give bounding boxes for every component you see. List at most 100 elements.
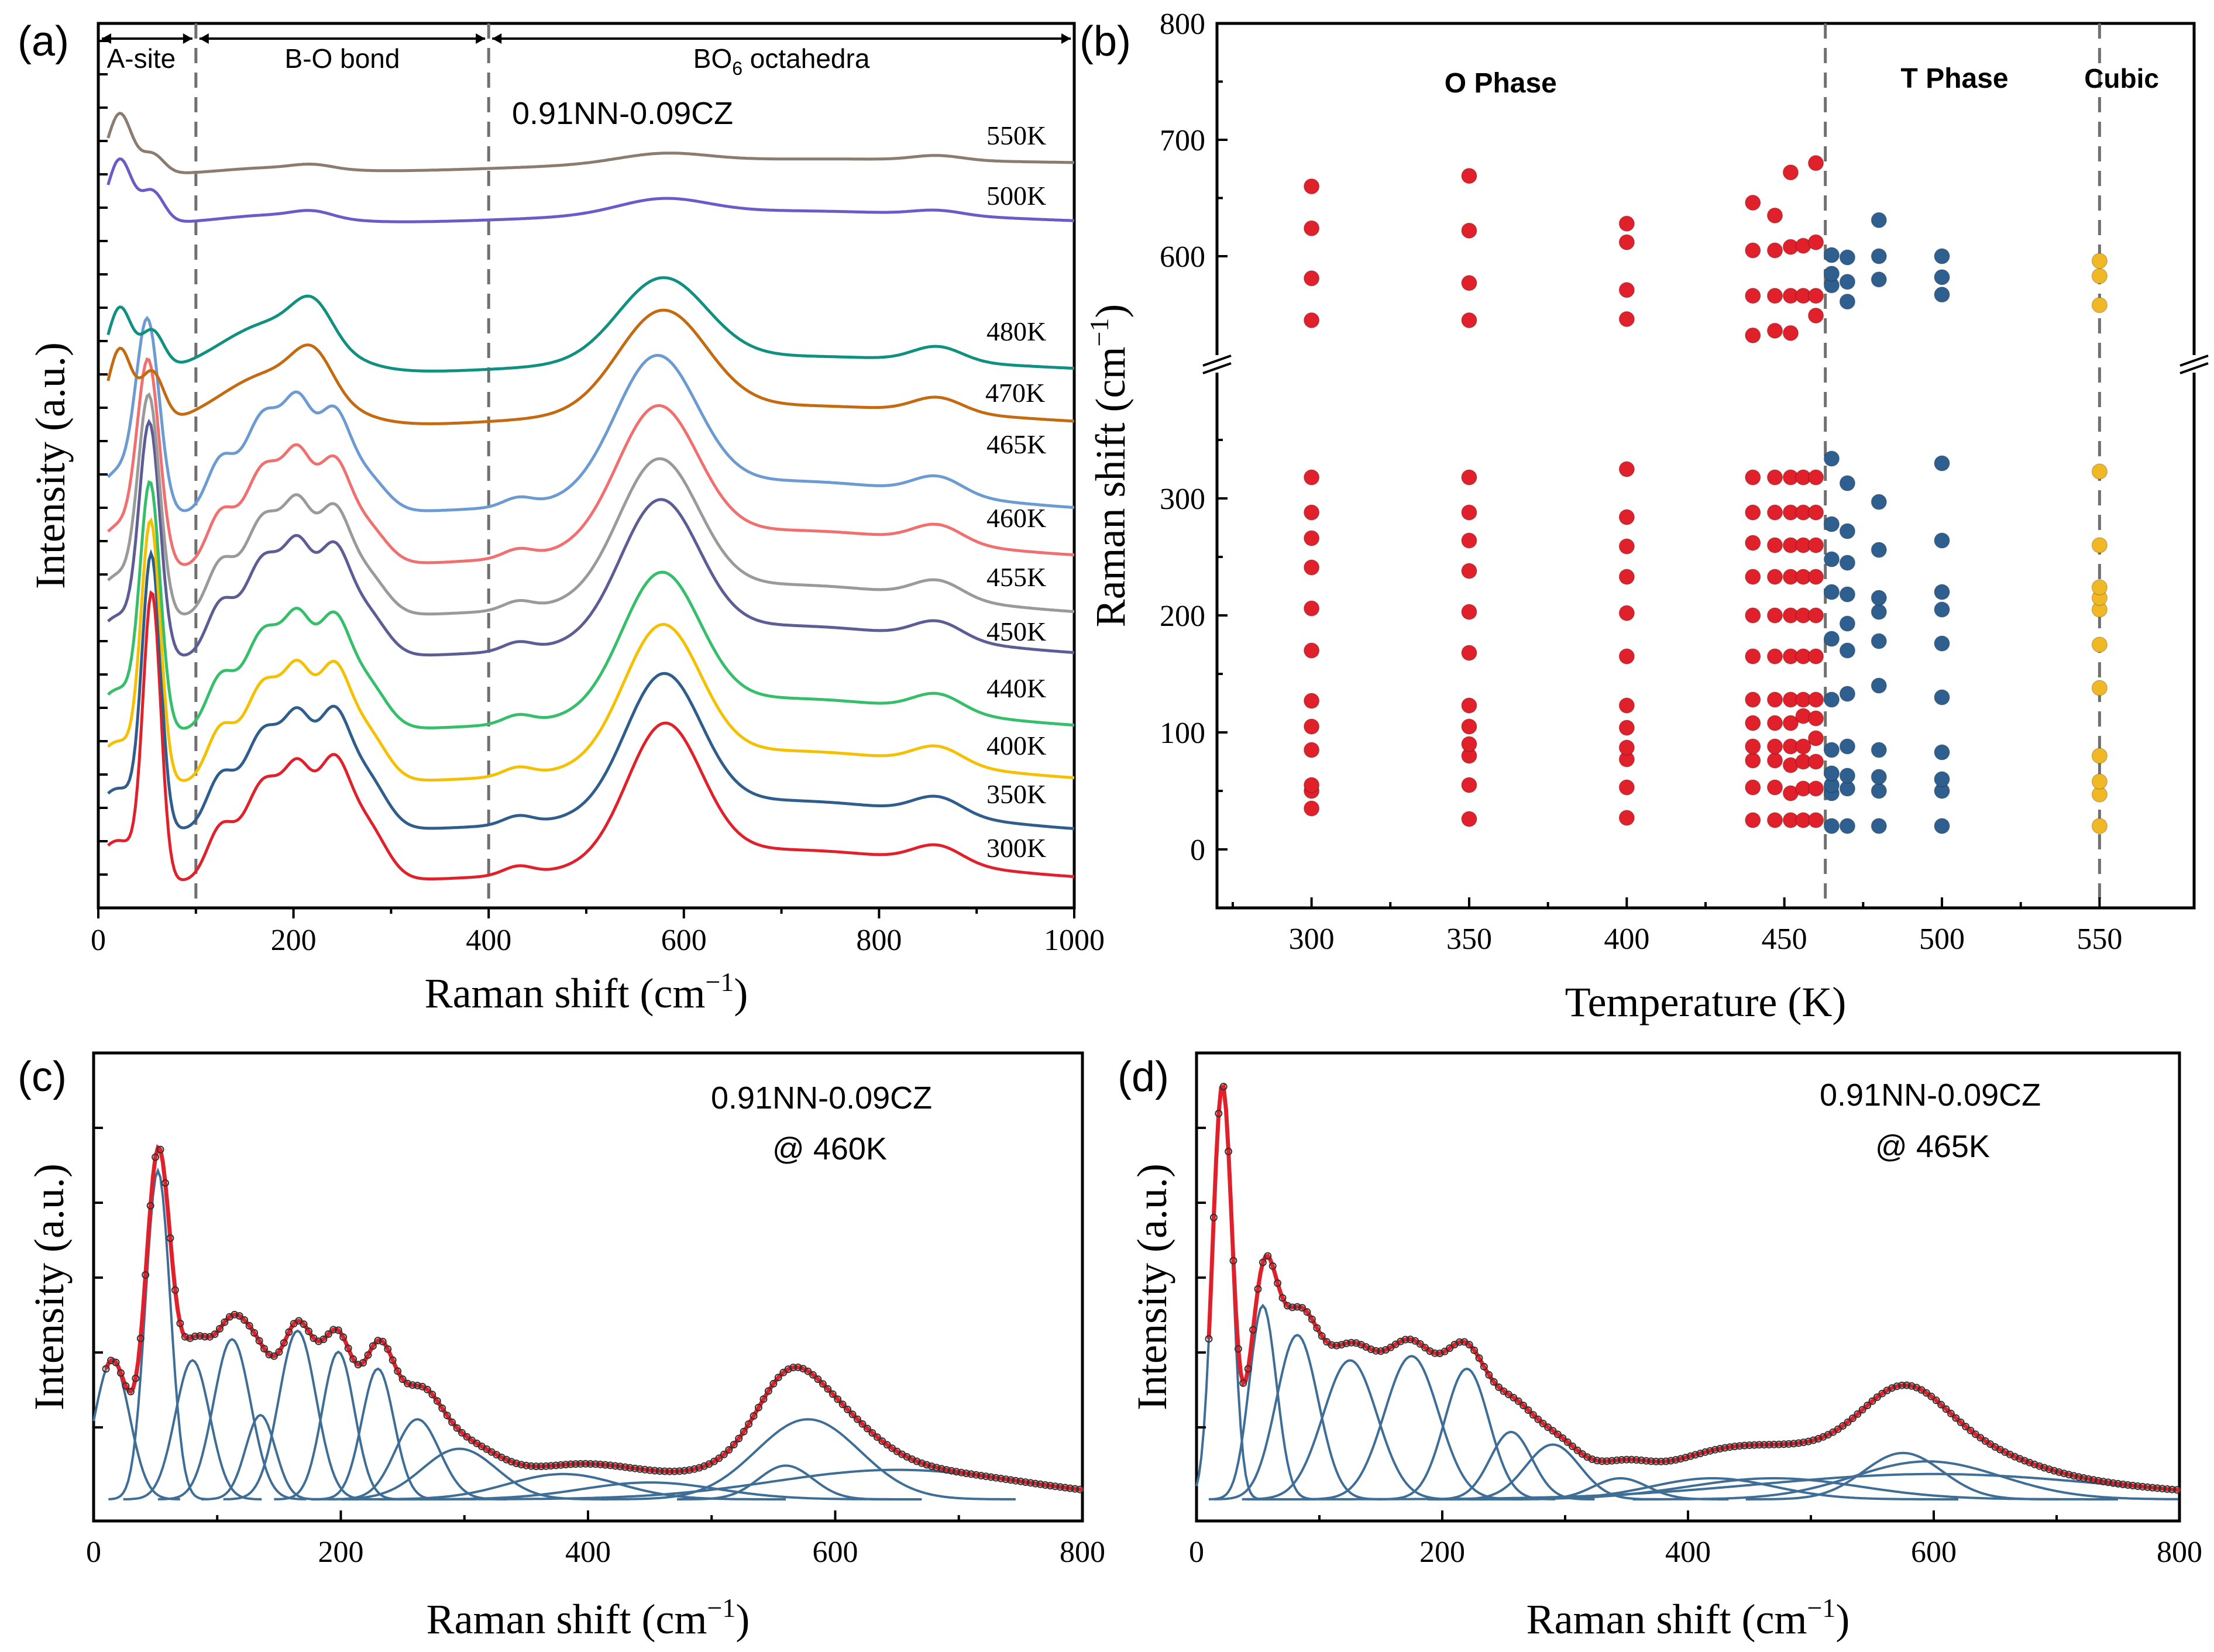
point-t-phase bbox=[1823, 247, 1840, 263]
data-point-c bbox=[957, 1468, 965, 1477]
data-point-c bbox=[804, 1367, 812, 1375]
point-o-phase bbox=[1461, 312, 1477, 329]
data-point-d bbox=[1529, 1411, 1537, 1419]
data-point-c bbox=[661, 1467, 669, 1475]
data-point-d bbox=[1785, 1440, 1793, 1448]
data-point-d bbox=[1490, 1378, 1498, 1386]
y-tick-label-b: 300 bbox=[1160, 483, 1205, 516]
data-point-d bbox=[2030, 1460, 2038, 1468]
data-point-c bbox=[458, 1429, 466, 1437]
point-o-phase bbox=[1303, 469, 1320, 486]
panel-label-c: (c) bbox=[18, 1054, 67, 1100]
point-t-phase bbox=[1934, 269, 1950, 285]
y-axis-label-d: Intensity (a.u.) bbox=[1129, 1164, 1175, 1410]
point-o-phase bbox=[1303, 642, 1320, 659]
point-t-phase bbox=[1839, 686, 1856, 702]
data-point-c bbox=[917, 1459, 926, 1467]
data-point-c bbox=[1022, 1478, 1030, 1486]
data-point-d bbox=[1332, 1341, 1340, 1350]
curve-440K bbox=[107, 480, 1075, 730]
data-point-c bbox=[933, 1464, 941, 1472]
data-point-d bbox=[2148, 1484, 2157, 1492]
data-point-c bbox=[967, 1470, 975, 1478]
data-point-c bbox=[196, 1332, 204, 1340]
point-t-phase bbox=[1839, 586, 1856, 603]
fit-peak-c bbox=[108, 1167, 208, 1500]
data-point-d bbox=[1264, 1252, 1272, 1260]
data-point-d bbox=[2119, 1481, 2127, 1488]
condition-label-c: @ 460K bbox=[772, 1131, 887, 1166]
fit-peak-d bbox=[1378, 1367, 1556, 1500]
data-point-c bbox=[156, 1145, 164, 1154]
data-point-d bbox=[1775, 1440, 1783, 1448]
curve-460K bbox=[106, 357, 1075, 566]
data-point-c bbox=[433, 1397, 441, 1405]
data-point-d bbox=[1967, 1426, 1975, 1434]
y-tick-label-b: 200 bbox=[1160, 600, 1205, 633]
point-o-phase bbox=[1766, 504, 1783, 521]
data-point-d bbox=[1268, 1262, 1277, 1270]
data-point-c bbox=[873, 1433, 881, 1441]
data-point-c bbox=[1032, 1479, 1040, 1488]
data-point-d bbox=[1721, 1444, 1729, 1452]
axis-ticks-c: 0 200 400 600 800 bbox=[86, 1127, 1105, 1569]
point-o-phase bbox=[1303, 312, 1320, 329]
data-point-c bbox=[260, 1345, 268, 1352]
x-label-c-sup: −1 bbox=[707, 1593, 735, 1623]
curve-455K bbox=[106, 392, 1075, 616]
data-point-c bbox=[552, 1461, 560, 1469]
plot-frame-c bbox=[92, 1051, 1084, 1523]
data-point-c bbox=[611, 1462, 619, 1470]
data-point-d bbox=[1406, 1336, 1414, 1344]
sample-label-c: 0.91NN-0.09CZ bbox=[711, 1080, 932, 1116]
data-point-d bbox=[1903, 1381, 1911, 1389]
point-o-phase bbox=[1618, 509, 1635, 525]
data-point-c bbox=[947, 1467, 955, 1475]
temp-label-450K: 450K bbox=[986, 617, 1046, 646]
point-t-phase bbox=[1839, 274, 1856, 290]
data-point-c bbox=[315, 1337, 322, 1345]
data-point-c bbox=[586, 1460, 594, 1468]
data-point-c bbox=[1056, 1483, 1064, 1491]
data-point-c bbox=[527, 1462, 535, 1470]
data-point-d bbox=[1377, 1347, 1385, 1355]
x-tick-label-a: 200 bbox=[271, 924, 317, 957]
data-point-d bbox=[1298, 1304, 1307, 1312]
temp-label-455K: 455K bbox=[986, 562, 1046, 592]
data-point-c bbox=[656, 1467, 663, 1475]
data-point-c bbox=[132, 1374, 140, 1382]
data-point-d bbox=[1274, 1279, 1282, 1287]
data-point-d bbox=[1480, 1362, 1488, 1371]
data-point-d bbox=[1588, 1455, 1596, 1463]
data-point-d bbox=[1971, 1430, 1979, 1438]
point-t-phase bbox=[1934, 744, 1950, 760]
point-o-phase bbox=[1618, 311, 1635, 328]
data-point-d bbox=[1573, 1446, 1582, 1454]
point-o-phase bbox=[1303, 178, 1320, 195]
point-o-phase bbox=[1807, 753, 1824, 770]
data-point-d bbox=[1465, 1341, 1473, 1349]
data-point-c bbox=[112, 1358, 120, 1367]
temp-label-300K: 300K bbox=[986, 833, 1046, 863]
data-point-d bbox=[1794, 1439, 1803, 1447]
point-o-phase bbox=[1303, 777, 1320, 793]
data-point-c bbox=[977, 1472, 985, 1479]
fit-peak-c bbox=[223, 1329, 372, 1500]
axis-break-mark bbox=[2179, 355, 2209, 367]
data-point-d bbox=[1249, 1326, 1257, 1334]
x-tick-label-d: 600 bbox=[1911, 1536, 1957, 1569]
data-point-d bbox=[1519, 1402, 1528, 1409]
point-o-phase bbox=[1782, 325, 1799, 342]
data-point-d bbox=[1711, 1445, 1719, 1454]
data-point-d bbox=[1431, 1349, 1439, 1357]
point-o-phase bbox=[1745, 327, 1761, 344]
data-point-d bbox=[2153, 1484, 2161, 1492]
point-t-phase bbox=[1871, 494, 1888, 510]
point-t-phase bbox=[1839, 475, 1856, 491]
point-cubic bbox=[2091, 537, 2108, 553]
data-point-c bbox=[122, 1382, 130, 1390]
x-label-d-main: Raman shift (cm bbox=[1527, 1596, 1807, 1643]
point-t-phase bbox=[1823, 551, 1840, 567]
data-point-c bbox=[394, 1367, 402, 1375]
y-tick-label-b: 600 bbox=[1160, 240, 1205, 274]
